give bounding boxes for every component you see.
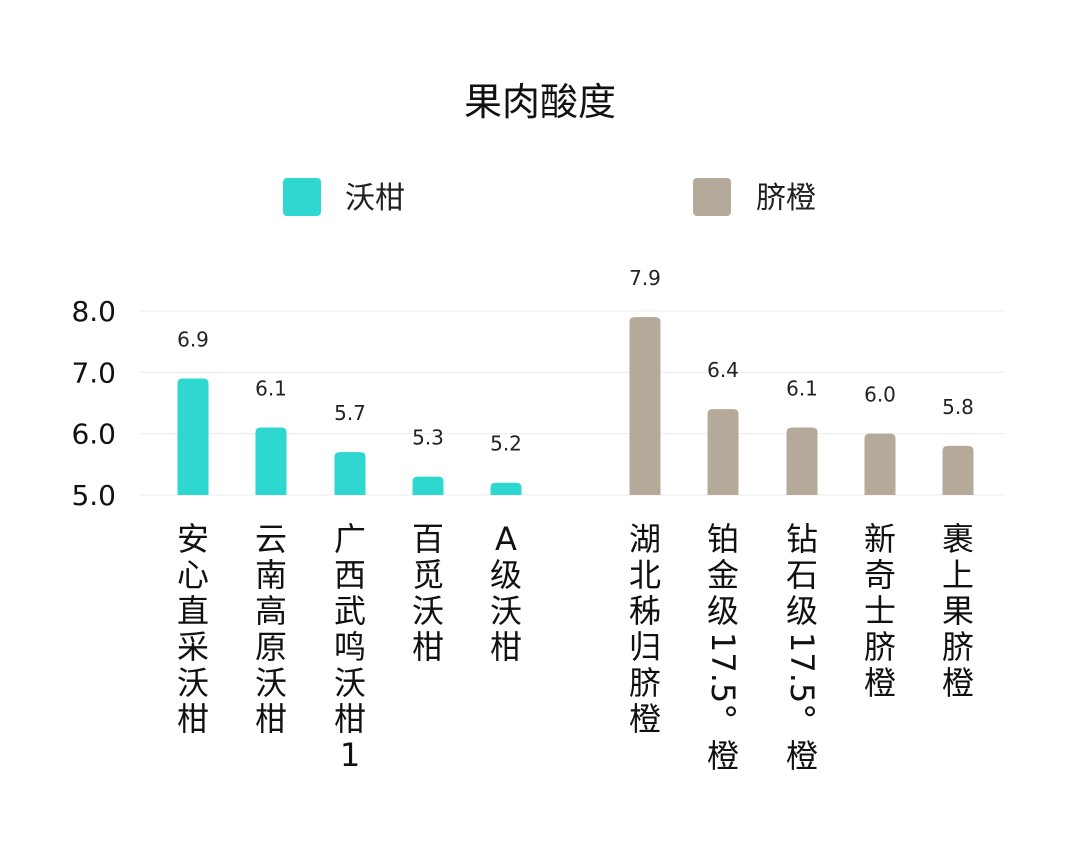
bar [942,445,974,495]
y-tick-label: 7.0 [71,356,116,389]
data-label: 7.9 [629,266,661,290]
x-tick-label: 百觅沃柑 [412,520,444,666]
data-label: 5.7 [334,401,366,425]
data-label: 6.1 [255,377,287,401]
y-tick-label: 5.0 [71,479,116,512]
x-tick-label: A 级沃柑 [490,520,522,666]
data-label: 6.1 [786,377,818,401]
y-tick-label: 6.0 [71,418,116,451]
x-tick-label: 裹上果脐橙 [942,520,974,702]
x-tick-label-number: 17.5° [704,632,742,719]
bar [786,427,818,495]
x-tick-label: 广西武鸣沃柑 1 [334,520,366,774]
x-tick-label: 铂金级橙 [707,520,739,775]
bar [177,378,209,495]
x-tick-label-number: 17.5° [783,632,821,719]
y-tick-label: 8.0 [71,295,116,328]
data-label: 6.0 [864,383,896,407]
data-label: 5.2 [490,432,522,456]
bar [629,317,661,495]
legend: 沃柑 脐橙 [283,178,816,216]
x-tick-label: 新奇士脐橙 [864,520,896,702]
chart-title: 果肉酸度 [464,80,616,124]
data-label: 5.3 [412,426,444,450]
bar [707,409,739,495]
bar [864,433,896,495]
legend-swatch-2 [693,178,731,216]
y-axis: 5.0 6.0 7.0 8.0 [71,295,116,512]
bar [334,452,366,495]
x-tick-label: 安心直采沃柑 [177,520,209,738]
x-tick-label: 云南高原沃柑 [255,520,287,738]
bar [490,482,522,495]
x-tick-label: 湖北秭归脐橙 [629,520,661,738]
bar [255,427,287,495]
bar [412,476,444,495]
x-tick-label: 钻石级橙 [786,520,818,775]
data-labels: 6.9 6.1 5.7 5.3 5.2 7.9 6.4 6.1 6.0 5.8 [177,266,974,456]
legend-label-2: 脐橙 [756,181,816,216]
legend-swatch-1 [283,178,321,216]
bars [177,317,974,495]
data-label: 6.9 [177,327,209,351]
data-label: 6.4 [707,358,739,382]
legend-label-1: 沃柑 [345,181,405,216]
data-label: 5.8 [942,395,974,419]
